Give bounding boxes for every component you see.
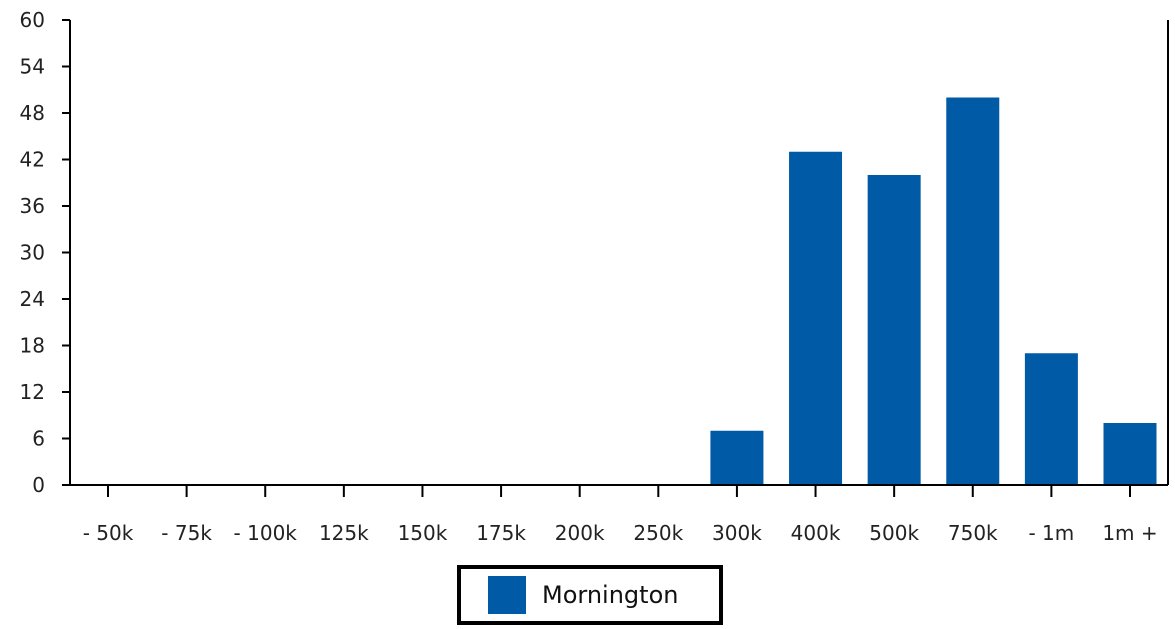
legend-swatch xyxy=(488,576,526,614)
bar xyxy=(946,97,1000,485)
x-tick-label: 750k xyxy=(948,521,998,545)
x-tick-label: - 75k xyxy=(161,521,212,545)
x-tick-label: 175k xyxy=(476,521,526,545)
legend-label: Mornington xyxy=(542,581,679,609)
y-tick-label: 54 xyxy=(20,55,45,79)
bar xyxy=(867,175,921,485)
x-tick-label: 250k xyxy=(633,521,683,545)
legend: Mornington xyxy=(457,565,723,625)
y-tick-label: 60 xyxy=(20,8,45,32)
y-tick-label: 30 xyxy=(20,241,45,265)
y-tick-label: 42 xyxy=(20,148,45,172)
y-tick-label: 36 xyxy=(20,194,45,218)
y-tick-label: 24 xyxy=(20,287,45,311)
y-tick-label: 18 xyxy=(20,334,45,358)
x-tick-label: - 50k xyxy=(83,521,134,545)
bar xyxy=(789,151,843,485)
y-tick-label: 0 xyxy=(32,473,45,497)
x-tick-label: 1m + xyxy=(1102,521,1157,545)
y-tick-label: 12 xyxy=(20,380,45,404)
x-tick-label: 300k xyxy=(712,521,762,545)
x-tick-label: 400k xyxy=(791,521,841,545)
x-tick-label: 500k xyxy=(869,521,919,545)
x-tick-label: - 1m xyxy=(1028,521,1074,545)
y-tick-label: 6 xyxy=(32,427,45,451)
x-tick-label: 150k xyxy=(398,521,448,545)
bar xyxy=(1103,423,1157,485)
y-tick-label: 48 xyxy=(20,101,45,125)
x-tick-label: 125k xyxy=(319,521,369,545)
bar xyxy=(710,430,764,485)
x-tick-label: 200k xyxy=(555,521,605,545)
bar xyxy=(1024,353,1078,485)
x-tick-label: - 100k xyxy=(234,521,298,545)
